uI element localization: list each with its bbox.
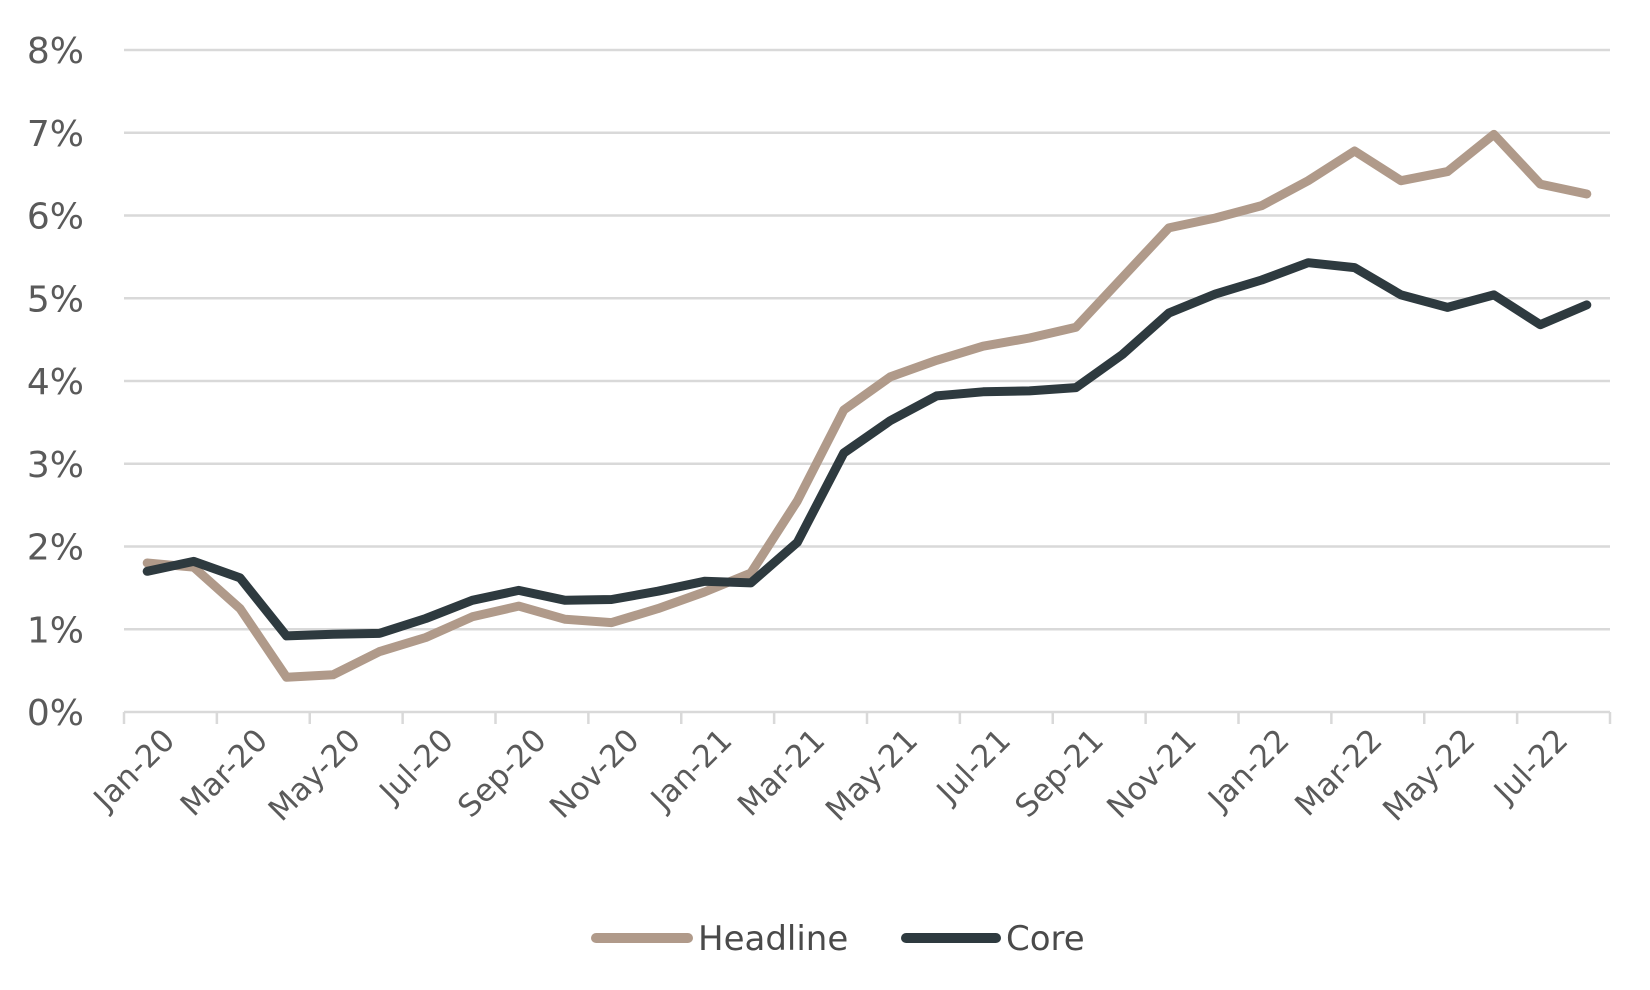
legend-label-core: Core xyxy=(1006,919,1085,959)
y-tick-label: 4% xyxy=(27,362,84,403)
legend: Headline Core xyxy=(591,919,1085,959)
series-lines xyxy=(142,129,1592,682)
legend-label-headline: Headline xyxy=(698,919,848,959)
x-tick-label: Mar-22 xyxy=(1288,722,1389,823)
x-tick-label: Jul-21 xyxy=(929,722,1018,811)
x-tick-label: Mar-21 xyxy=(731,722,832,823)
y-axis-tick-labels: 0% 1% 2% 3% 4% 5% 6% 7% 8% xyxy=(27,31,84,734)
series-line-headline xyxy=(142,129,1592,682)
y-tick-label: 3% xyxy=(27,445,84,486)
x-tick-label: Nov-20 xyxy=(543,722,646,825)
y-tick-label: 2% xyxy=(27,528,84,569)
x-tick-label: Jan-20 xyxy=(86,722,182,818)
x-tick-label: Mar-20 xyxy=(174,722,275,823)
y-tick-label: 5% xyxy=(27,279,84,320)
x-tick-label: May-20 xyxy=(262,722,368,828)
y-tick-label: 0% xyxy=(27,693,84,734)
series-line-core xyxy=(142,258,1592,641)
x-tick-label: Nov-21 xyxy=(1100,722,1203,825)
x-tick-label: May-22 xyxy=(1376,722,1482,828)
y-tick-label: 8% xyxy=(27,31,84,72)
y-tick-label: 6% xyxy=(27,197,84,238)
x-tick-label: Jul-22 xyxy=(1486,722,1575,811)
gridlines xyxy=(124,48,1610,631)
x-tick-label: Sep-20 xyxy=(451,722,554,825)
y-tick-label: 1% xyxy=(27,610,84,651)
x-tick-label: Jan-22 xyxy=(1200,722,1296,818)
x-tick-label: Sep-21 xyxy=(1008,722,1111,825)
x-tick-label: Jan-21 xyxy=(643,722,739,818)
x-tick-label: Jul-20 xyxy=(372,722,461,811)
y-tick-label: 7% xyxy=(27,114,84,155)
x-tick-label: May-21 xyxy=(819,722,925,828)
